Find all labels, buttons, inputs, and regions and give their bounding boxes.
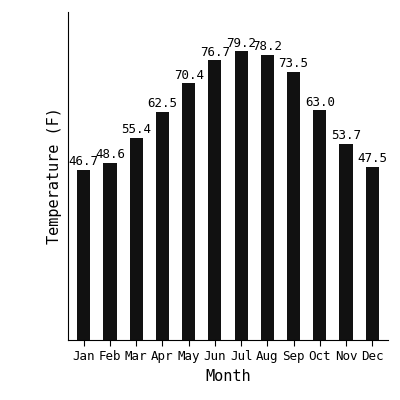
Text: 63.0: 63.0 [305,96,335,108]
X-axis label: Month: Month [205,369,251,384]
Text: 53.7: 53.7 [331,130,361,142]
Text: 79.2: 79.2 [226,36,256,50]
Bar [340,144,352,340]
Bar [313,110,326,340]
Bar [130,138,143,340]
Bar [208,60,222,340]
Bar [156,112,169,340]
Bar [366,167,379,340]
Text: 78.2: 78.2 [252,40,282,53]
Bar [234,51,248,340]
Bar [182,84,195,340]
Bar [77,170,90,340]
Y-axis label: Temperature (F): Temperature (F) [48,108,62,244]
Bar [287,72,300,340]
Text: 70.4: 70.4 [174,69,204,82]
Text: 46.7: 46.7 [69,155,99,168]
Bar [261,55,274,340]
Bar [104,163,116,340]
Text: 48.6: 48.6 [95,148,125,161]
Text: 47.5: 47.5 [357,152,387,165]
Text: 76.7: 76.7 [200,46,230,59]
Text: 62.5: 62.5 [148,97,178,110]
Text: 73.5: 73.5 [278,57,308,70]
Text: 55.4: 55.4 [121,123,151,136]
